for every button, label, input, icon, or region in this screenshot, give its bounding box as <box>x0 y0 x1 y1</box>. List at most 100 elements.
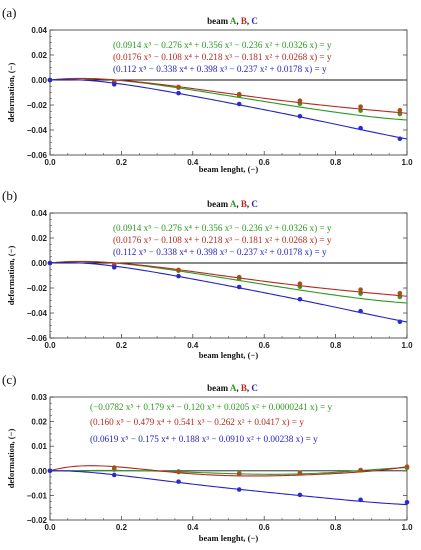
x-tick-label: 0.6 <box>259 341 271 350</box>
series-line-B <box>49 465 408 477</box>
y-axis-label: deformation, (−) <box>6 63 16 123</box>
data-point-C <box>236 284 242 290</box>
title-part: C <box>251 199 258 209</box>
title-part: beam <box>207 383 230 393</box>
x-tick-label: 0.2 <box>116 341 128 350</box>
data-point-B <box>358 287 363 292</box>
x-tick-label: 0.4 <box>187 158 199 167</box>
x-tick-label: 0.6 <box>259 158 271 167</box>
plot-frame <box>49 396 408 521</box>
series-line-A <box>49 77 408 121</box>
series-line-C <box>49 261 408 323</box>
panel-label: (b) <box>2 188 17 203</box>
data-point-B <box>176 267 181 273</box>
data-point-C <box>111 82 117 87</box>
data-point-B <box>358 104 363 109</box>
title-part: C <box>251 383 258 393</box>
x-tick-label: 0.4 <box>187 341 199 350</box>
x-tick-label: 0.0 <box>44 158 56 167</box>
fit-equation-C: (0.0619 x⁵ − 0.175 x⁴ + 0.188 x³ − 0.091… <box>90 434 318 444</box>
data-point-C <box>358 308 363 314</box>
x-tick-label: 1.0 <box>401 523 413 532</box>
data-point-C <box>47 468 53 474</box>
data-point-C <box>176 479 181 484</box>
data-point-B <box>297 281 303 286</box>
title-part: , <box>236 16 241 26</box>
x-tick-label: 0.8 <box>330 158 342 167</box>
x-tick-label: 1.0 <box>401 341 413 350</box>
y-tick-label: 0.03 <box>31 393 47 402</box>
data-point-B <box>176 469 181 474</box>
data-point-C <box>47 260 53 266</box>
series-line-B <box>49 78 408 114</box>
data-point-B <box>397 290 403 296</box>
series-line-A <box>50 466 408 475</box>
y-tick-label: 0.04 <box>31 209 47 218</box>
chart-title: beam A, B, C <box>207 16 258 26</box>
x-tick-label: 0.6 <box>259 523 271 532</box>
y-tick-label: −0.06 <box>27 334 48 343</box>
data-point-C <box>404 499 410 505</box>
series-line-C <box>49 470 408 506</box>
fit-equation-C: (0.112 x⁵ − 0.338 x⁴ + 0.398 x³ − 0.237 … <box>113 64 327 74</box>
y-tick-label: 0.02 <box>31 51 47 60</box>
data-point-C <box>236 101 242 107</box>
title-part: , <box>247 383 252 393</box>
title-part: B <box>241 383 247 393</box>
x-tick-label: 0.8 <box>330 341 342 350</box>
fit-equation-C: (0.112 x⁵ − 0.338 x⁴ + 0.398 x³ − 0.237 … <box>113 247 327 257</box>
fit-equation-A: (0.0914 x⁵ − 0.276 x⁴ + 0.356 x³ − 0.236… <box>113 223 332 233</box>
fit-equation-B: (0.160 x⁵ − 0.479 x⁴ + 0.541 x³ − 0.262 … <box>90 417 304 427</box>
chart-title: beam A, B, C <box>207 383 258 393</box>
title-part: B <box>241 199 247 209</box>
data-point-B <box>397 107 403 113</box>
fit-equation-B: (0.0176 x⁵ − 0.108 x⁴ + 0.218 x³ − 0.181… <box>113 235 332 245</box>
data-point-C <box>111 265 117 270</box>
title-part: C <box>251 16 258 26</box>
x-tick-label: 0.4 <box>187 523 199 532</box>
title-part: beam <box>207 16 230 26</box>
panel-label: (c) <box>2 372 16 387</box>
x-axis-label: beam lenght, (−) <box>199 350 259 360</box>
chart-panel-2: (b) beam A, B, C 0.04 0.02 0.00 −0.02 −0.04 −0.… <box>2 188 413 360</box>
x-tick-label: 0.0 <box>44 523 56 532</box>
data-point-C <box>358 497 363 503</box>
title-part: , <box>247 199 252 209</box>
y-tick-label: 0.02 <box>31 418 47 427</box>
fit-equation-A: (0.0914 x⁵ − 0.276 x⁴ + 0.356 x³ − 0.236… <box>113 40 332 50</box>
y-tick-label: −0.01 <box>27 491 48 500</box>
chart-panel-3: (c) beam A, B, C 0.03 0.02 0.01 0.00 −0.01 −0.0… <box>2 372 413 543</box>
data-point-B <box>404 464 410 469</box>
data-point-C <box>297 492 303 498</box>
data-point-B <box>236 471 242 477</box>
y-tick-label: −0.04 <box>27 309 48 318</box>
data-point-C <box>297 296 303 302</box>
x-tick-label: 0.8 <box>330 523 342 532</box>
y-axis-label: deformation, (−) <box>6 246 16 306</box>
y-tick-label: −0.02 <box>27 516 48 525</box>
series-line-A <box>49 260 408 304</box>
y-tick-label: 0.02 <box>31 234 47 243</box>
data-point-C <box>236 487 242 492</box>
data-point-B <box>236 91 242 97</box>
y-tick-label: −0.06 <box>27 151 48 160</box>
title-part: A <box>230 383 237 393</box>
x-tick-label: 0.2 <box>116 158 128 167</box>
title-part: A <box>230 16 237 26</box>
data-point-B <box>297 98 303 103</box>
title-part: beam <box>207 199 230 209</box>
data-point-C <box>397 319 403 325</box>
y-tick-label: 0.01 <box>31 442 47 451</box>
x-axis-label: beam lenght, (−) <box>199 164 259 174</box>
data-point-C <box>176 273 181 279</box>
title-part: , <box>247 16 252 26</box>
series-line-C <box>49 78 408 140</box>
panel-label: (a) <box>2 5 16 20</box>
data-point-C <box>358 125 363 131</box>
series-line-B <box>49 261 408 297</box>
y-axis-label: deformation, (−) <box>6 429 16 489</box>
data-point-C <box>176 90 181 96</box>
y-tick-label: −0.04 <box>27 126 48 135</box>
data-point-B <box>236 274 242 280</box>
